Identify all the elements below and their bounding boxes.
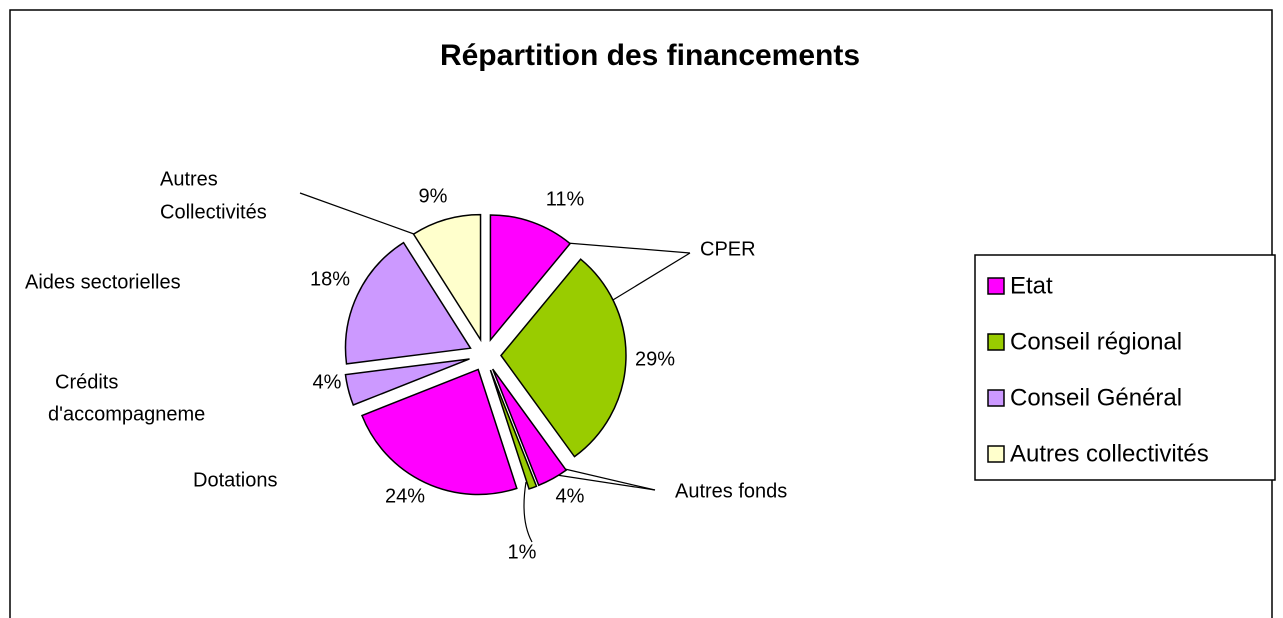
pie-slice — [344, 241, 472, 365]
value-label: 1% — [508, 541, 537, 563]
legend-swatch — [987, 333, 1005, 351]
pie-slice — [492, 368, 568, 487]
leader-line — [551, 465, 656, 491]
annotation: Aides sectorielles — [25, 271, 181, 293]
annotation: Collectivités — [160, 201, 267, 223]
annotation: Dotations — [193, 469, 278, 491]
leader-line — [523, 481, 533, 543]
pie-slice — [360, 368, 518, 496]
value-label: 11% — [546, 188, 585, 210]
annotation: d'accompagneme — [48, 403, 205, 425]
pie-slice — [500, 258, 627, 458]
pie-slice — [489, 369, 538, 490]
legend-box — [974, 254, 1276, 481]
legend-label: Conseil Général — [1010, 384, 1182, 411]
annotation: CPER — [700, 238, 756, 260]
value-label: 9% — [419, 185, 448, 207]
pie-slice — [412, 213, 482, 343]
annotation: Autres fonds — [675, 480, 787, 502]
value-label: 18% — [310, 268, 350, 290]
pie-slice — [489, 214, 572, 343]
legend-label: Conseil régional — [1010, 328, 1182, 355]
legend-label: Autres collectivités — [1010, 440, 1209, 467]
leader-lines — [299, 192, 691, 543]
legend-swatch — [987, 389, 1005, 407]
leader-line — [299, 192, 426, 239]
chart-title: Répartition des financements — [440, 39, 860, 72]
value-label: 4% — [313, 371, 342, 393]
value-label: 29% — [635, 348, 675, 370]
annotation: Crédits — [55, 371, 118, 393]
pie-slice — [344, 358, 470, 406]
legend-swatch — [987, 277, 1005, 295]
legend-label: Etat — [1010, 272, 1053, 299]
annotation: Autres — [160, 168, 218, 190]
value-label: 4% — [556, 485, 585, 507]
value-label: 24% — [385, 485, 425, 507]
legend-swatch — [987, 445, 1005, 463]
